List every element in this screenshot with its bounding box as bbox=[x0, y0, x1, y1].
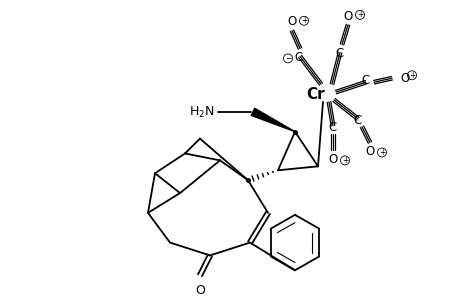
Text: Cr: Cr bbox=[306, 87, 325, 102]
Polygon shape bbox=[251, 108, 294, 132]
Circle shape bbox=[340, 156, 349, 165]
Circle shape bbox=[355, 11, 364, 19]
Text: −: − bbox=[284, 54, 291, 63]
Text: C: C bbox=[353, 114, 361, 127]
Text: +: + bbox=[356, 11, 363, 20]
Circle shape bbox=[299, 16, 308, 25]
Text: C: C bbox=[328, 121, 336, 134]
Text: O: O bbox=[328, 153, 337, 166]
Circle shape bbox=[407, 71, 415, 80]
Circle shape bbox=[377, 148, 386, 157]
Text: +: + bbox=[378, 148, 384, 157]
Text: C: C bbox=[335, 47, 343, 60]
Text: H$_2$N: H$_2$N bbox=[189, 105, 214, 120]
Text: C: C bbox=[361, 74, 369, 87]
Text: O: O bbox=[287, 15, 296, 28]
Text: O: O bbox=[342, 10, 352, 23]
Text: O: O bbox=[364, 145, 374, 158]
Text: O: O bbox=[399, 72, 409, 85]
Text: C: C bbox=[294, 51, 302, 64]
Text: +: + bbox=[300, 16, 307, 25]
Text: +: + bbox=[341, 156, 347, 165]
Circle shape bbox=[283, 54, 292, 63]
Text: +: + bbox=[408, 71, 414, 80]
Text: O: O bbox=[195, 284, 205, 297]
